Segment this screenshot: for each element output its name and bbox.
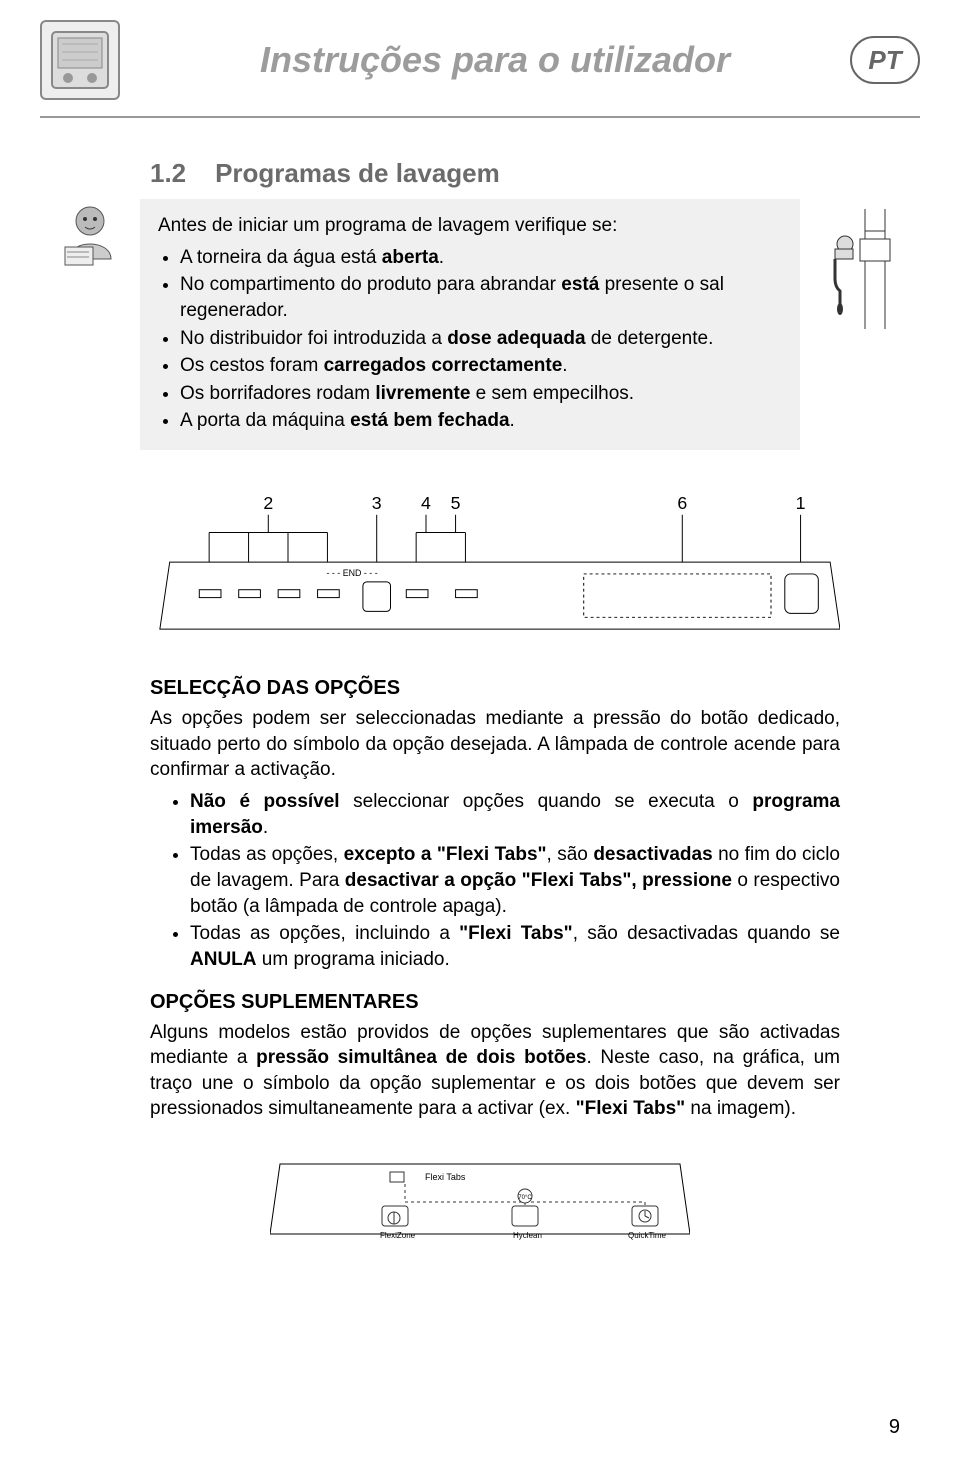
water-tap-icon [810, 209, 910, 329]
intro-item: A torneira da água está aberta. [180, 245, 782, 271]
panel-label-5: 5 [451, 493, 461, 513]
small-hyclean-label: Hyclean [513, 1231, 542, 1240]
seleccao-bullet: Todas as opções, excepto a "Flexi Tabs",… [190, 842, 840, 919]
intro-item: A porta da máquina está bem fechada. [180, 408, 782, 434]
seleccao-list: Não é possível seleccionar opções quando… [150, 789, 840, 972]
opcoes-heading: OPÇÕES SUPLEMENTARES [150, 989, 840, 1016]
language-badge: PT [850, 36, 920, 84]
panel-label-6: 6 [677, 493, 687, 513]
panel-label-2: 2 [263, 493, 273, 513]
page-header: Instruções para o utilizador PT [0, 0, 960, 100]
seleccao-bullet: Todas as opções, incluindo a "Flexi Tabs… [190, 921, 840, 972]
small-temp-label: 70°C [518, 1195, 532, 1201]
intro-box: Antes de iniciar um programa de lavagem … [140, 199, 800, 450]
opcoes-para: Alguns modelos estão providos de opções … [150, 1020, 840, 1123]
intro-row: Antes de iniciar um programa de lavagem … [40, 199, 920, 450]
control-panel-diagram: 2 3 4 5 6 1 - - - END - - - [150, 490, 840, 655]
small-quicktime-label: QuickTime [628, 1231, 666, 1240]
panel-label-4: 4 [421, 493, 431, 513]
intro-item: Os cestos foram carregados correctamente… [180, 353, 782, 379]
seleccao-heading: SELECÇÃO DAS OPÇÕES [150, 675, 840, 702]
intro-list: A torneira da água está aberta. No compa… [158, 245, 782, 434]
seleccao-para: As opções podem ser seleccionadas median… [150, 706, 840, 783]
small-flexizone-label: FlexiZone [380, 1231, 416, 1240]
intro-item: Os borrifadores rodam livremente e sem e… [180, 381, 782, 407]
body-text: SELECÇÃO DAS OPÇÕES As opções podem ser … [150, 675, 840, 1122]
page-number: 9 [889, 1416, 900, 1439]
intro-lead: Antes de iniciar um programa de lavagem … [158, 213, 782, 239]
small-flexi-tabs-label: Flexi Tabs [425, 1172, 466, 1182]
header-rule [40, 116, 920, 118]
section-number: 1.2 [150, 158, 186, 188]
page-title: Instruções para o utilizador [140, 39, 850, 81]
intro-item: No compartimento do produto para abranda… [180, 272, 782, 323]
section-title-text: Programas de lavagem [215, 158, 500, 188]
panel-end-label: - - - END - - - [326, 568, 377, 578]
section-heading: 1.2 Programas de lavagem [150, 158, 840, 189]
person-reading-icon [55, 199, 125, 269]
panel-label-1: 1 [796, 493, 806, 513]
intro-item: No distribuidor foi introduzida a dose a… [180, 326, 782, 352]
panel-label-3: 3 [372, 493, 382, 513]
appliance-icon [40, 20, 120, 100]
seleccao-bullet: Não é possível seleccionar opções quando… [190, 789, 840, 840]
small-panel-diagram: Flexi Tabs FlexiZone Hyclean 70°C QuickT… [270, 1152, 690, 1247]
